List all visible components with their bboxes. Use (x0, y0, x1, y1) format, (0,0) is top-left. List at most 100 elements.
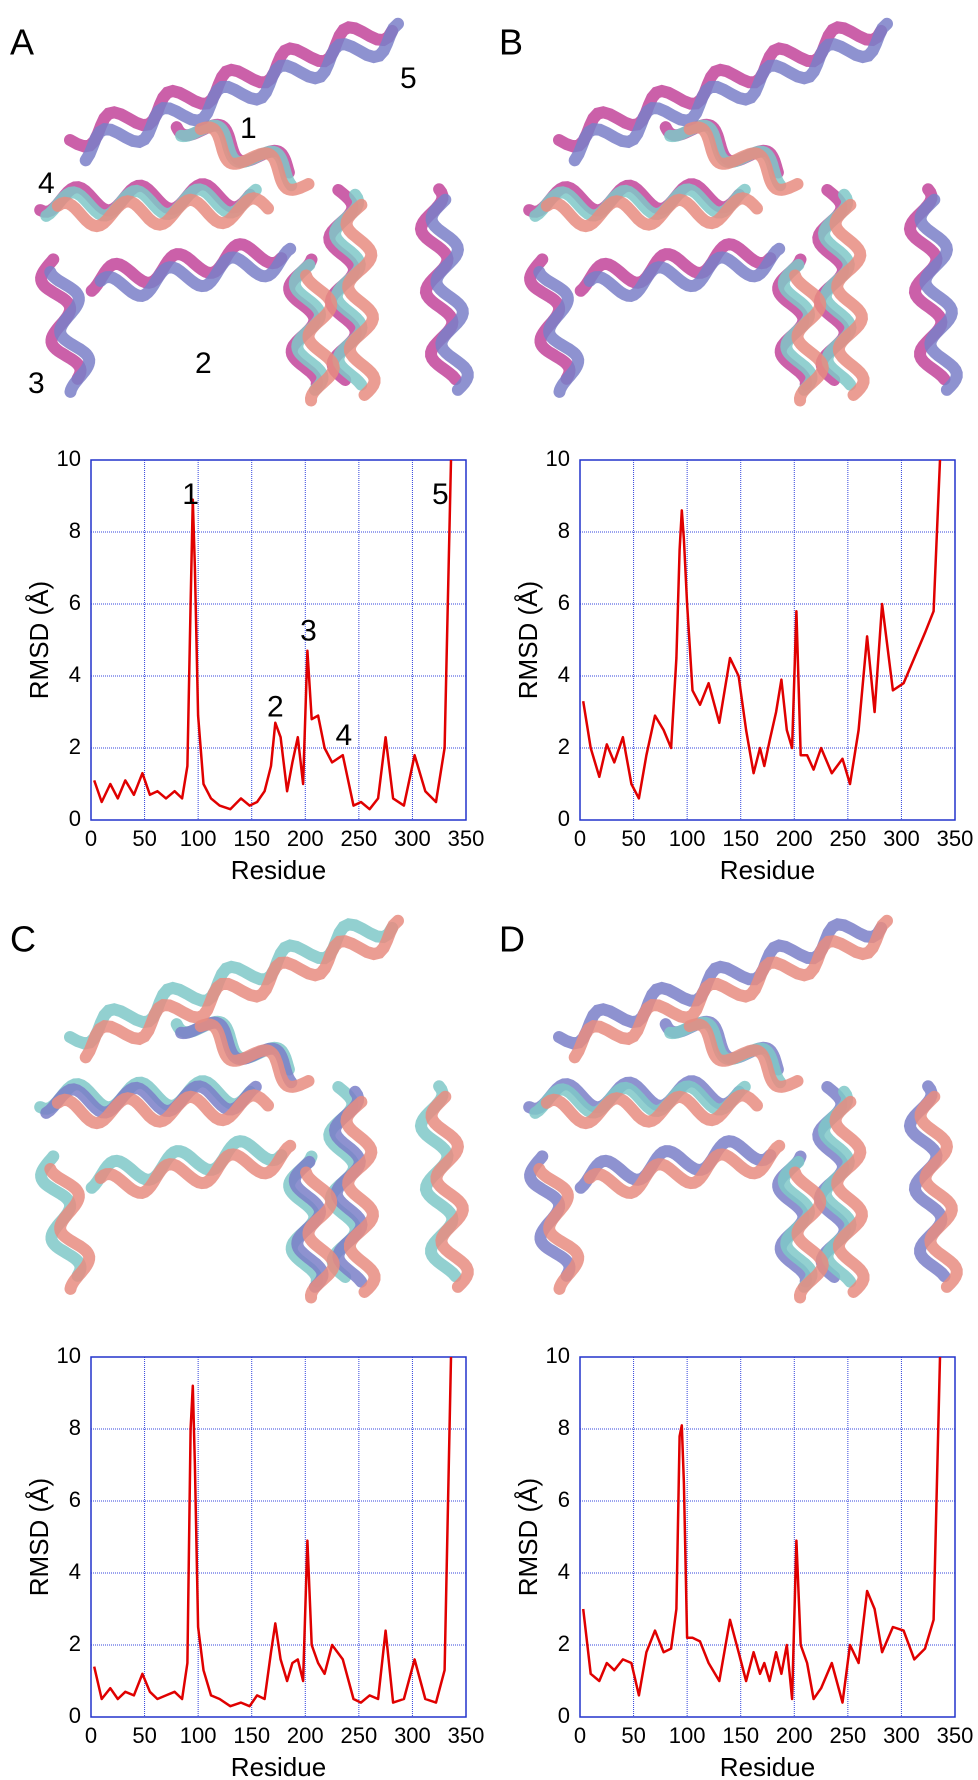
x-tick-label: 350 (448, 1723, 485, 1748)
y-axis-label: RMSD (Å) (513, 581, 543, 699)
plot-frame (579, 459, 956, 821)
x-tick-label: 250 (340, 1723, 377, 1748)
structure (523, 17, 963, 407)
helix (328, 1085, 368, 1288)
helix (540, 1089, 763, 1130)
helix (300, 269, 340, 407)
y-tick-label: 6 (558, 590, 570, 615)
helix (829, 1095, 870, 1298)
helix (85, 238, 288, 297)
helix (414, 1080, 462, 1283)
structure-label: 5 (400, 62, 417, 95)
x-tick-label: 250 (829, 826, 866, 851)
x-tick-label: 50 (132, 1723, 156, 1748)
helix (583, 242, 786, 302)
x-tick-label: 250 (829, 1723, 866, 1748)
panel-label: A (10, 22, 34, 63)
helix (340, 1095, 381, 1298)
structure (523, 914, 963, 1304)
y-tick-label: 8 (69, 518, 81, 543)
x-tick-label: 350 (448, 826, 485, 851)
panel-label: C (10, 919, 36, 960)
helix (79, 17, 404, 167)
panel-label: B (499, 22, 523, 63)
helix (683, 1018, 804, 1093)
x-tick-label: 200 (776, 1723, 813, 1748)
y-tick-label: 2 (69, 734, 81, 759)
annotation: 4 (336, 719, 353, 752)
helix (51, 1089, 274, 1130)
helix (583, 1139, 786, 1199)
x-tick-label: 0 (574, 1723, 586, 1748)
helix (51, 192, 274, 233)
x-tick-label: 200 (287, 826, 324, 851)
y-tick-label: 2 (69, 1631, 81, 1656)
helix (328, 188, 368, 391)
y-axis-label: RMSD (Å) (24, 1478, 54, 1596)
helix (194, 1018, 315, 1093)
helix (44, 266, 96, 398)
helix (574, 238, 777, 297)
helix (94, 1139, 297, 1199)
x-axis-label: Residue (231, 855, 326, 885)
annotation: 1 (182, 478, 199, 511)
helix (40, 1080, 262, 1119)
plot-frame (579, 1356, 956, 1718)
helix (79, 914, 404, 1064)
x-axis-label: Residue (720, 1752, 815, 1780)
y-tick-label: 6 (69, 1487, 81, 1512)
rmsd-line (581, 459, 942, 800)
x-axis-label: Residue (720, 855, 815, 885)
x-tick-label: 50 (132, 826, 156, 851)
y-axis-label: RMSD (Å) (24, 581, 54, 699)
x-axis-label: Residue (231, 1752, 326, 1780)
x-tick-label: 150 (722, 1723, 759, 1748)
helix (300, 1166, 340, 1304)
plot-frame (90, 1356, 467, 1718)
structure-label: 4 (38, 167, 55, 200)
helix (540, 192, 763, 233)
structure-label: 3 (28, 367, 45, 400)
helix (789, 269, 829, 407)
helix (529, 1080, 751, 1119)
y-tick-label: 4 (558, 662, 570, 687)
rmsd-line (581, 1356, 942, 1704)
helix (914, 193, 963, 396)
helix (568, 914, 893, 1064)
y-tick-label: 0 (69, 1703, 81, 1728)
annotation: 3 (300, 615, 317, 648)
x-tick-label: 100 (180, 1723, 217, 1748)
x-tick-label: 150 (233, 1723, 270, 1748)
x-tick-label: 300 (394, 826, 431, 851)
x-tick-label: 0 (85, 826, 97, 851)
y-tick-label: 2 (558, 734, 570, 759)
y-tick-label: 4 (69, 662, 81, 687)
structure-label: 1 (240, 112, 257, 145)
helix (425, 1090, 474, 1293)
x-tick-label: 100 (669, 826, 706, 851)
y-tick-label: 6 (558, 1487, 570, 1512)
y-tick-label: 8 (69, 1415, 81, 1440)
plot-frame (90, 459, 467, 821)
helix (340, 198, 381, 401)
helix (903, 1080, 951, 1283)
annotation: 5 (432, 478, 449, 511)
helix (94, 242, 297, 302)
y-tick-label: 0 (558, 806, 570, 831)
structure (34, 17, 474, 407)
helix (817, 1085, 857, 1288)
y-axis-label: RMSD (Å) (513, 1478, 543, 1596)
y-tick-label: 0 (69, 806, 81, 831)
x-tick-label: 250 (340, 826, 377, 851)
y-tick-label: 4 (558, 1559, 570, 1584)
rmsd-line (92, 1356, 453, 1708)
structure-label: 2 (195, 347, 212, 380)
x-tick-label: 350 (937, 1723, 974, 1748)
helix (194, 121, 315, 196)
helix (574, 1135, 777, 1194)
y-tick-label: 8 (558, 1415, 570, 1440)
helix (829, 198, 870, 401)
